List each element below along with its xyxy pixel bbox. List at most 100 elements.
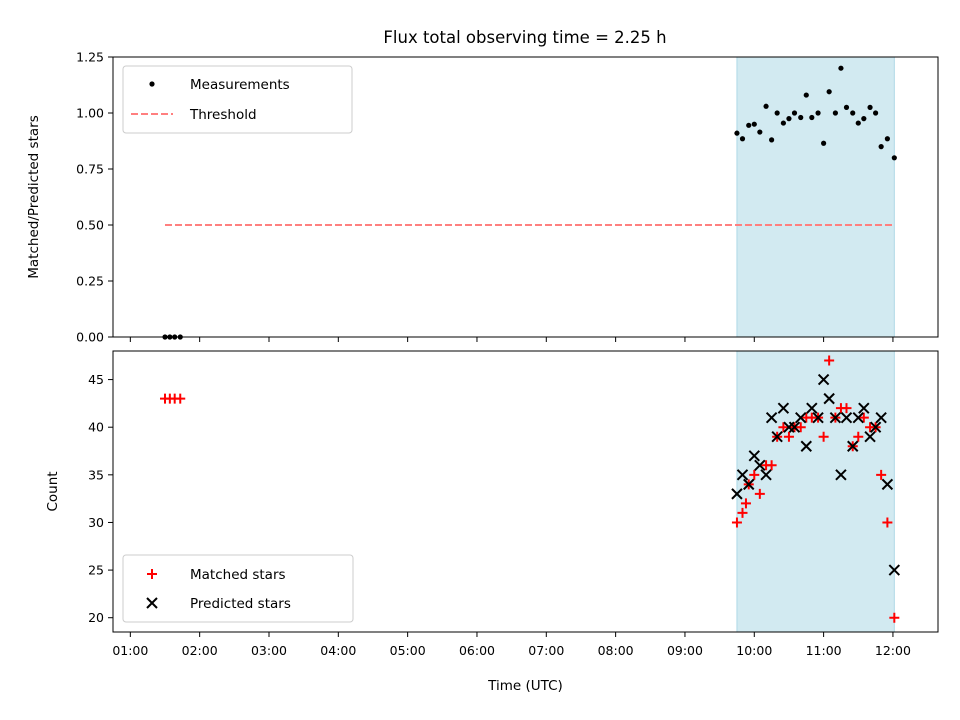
- legend-matched-marker: [147, 569, 157, 579]
- count-panel: 20 25 30 35 40 45 01:00 02:00 03:00 04:00 05:00 06…: [45, 350, 939, 694]
- x-tick-label: 05:00: [390, 643, 426, 658]
- measurement-point: [867, 104, 873, 110]
- y-tick-label: 0.50: [76, 218, 104, 233]
- x-axis-label: Time (UTC): [487, 678, 563, 694]
- predicted-star-point: [881, 478, 894, 491]
- ratio-x-ticks: [129, 337, 894, 342]
- measurement-point: [855, 120, 861, 126]
- y-tick-label: 40: [88, 420, 104, 435]
- measurement-point: [734, 130, 740, 136]
- legend-matched-label: Matched stars: [190, 567, 286, 583]
- measurement-point: [832, 110, 838, 116]
- predicted-star-point: [743, 478, 755, 491]
- measurement-point: [809, 114, 815, 121]
- ratio-y-ticks: 0.00 0.25 0.50 0.75 1.00 1.25: [76, 50, 113, 345]
- measurement-point: [746, 122, 752, 128]
- x-tick-label: 06:00: [459, 643, 495, 658]
- matched-star-point: [737, 507, 748, 518]
- predicted-star-point: [788, 421, 801, 433]
- x-tick-label: 01:00: [112, 643, 148, 658]
- predicted-star-point: [795, 411, 807, 424]
- matched-star-point: [740, 498, 751, 509]
- legend-threshold-label: Threshold: [189, 107, 257, 123]
- matched-star-point: [795, 422, 806, 433]
- x-tick-label: 11:00: [806, 643, 842, 658]
- measurement-point: [786, 116, 792, 122]
- measurement-point: [821, 140, 827, 146]
- measurement-point: [739, 136, 746, 142]
- matched-star-point: [749, 469, 760, 480]
- matched-star-point: [766, 460, 777, 471]
- matched-star-point: [818, 431, 829, 442]
- legend-measurements-label: Measurements: [190, 77, 290, 93]
- predicted-star-point: [817, 373, 830, 386]
- ratio-legend-box: [122, 65, 353, 134]
- predicted-star-point: [823, 392, 835, 405]
- predicted-star-point: [864, 431, 876, 443]
- y-tick-label: 1.25: [76, 50, 104, 65]
- measurement-point: [769, 137, 775, 143]
- count-y-ticks: 20 25 30 35 40 45: [88, 372, 113, 625]
- count-series: [159, 355, 901, 623]
- observing-span: [736, 56, 895, 338]
- measurement-point: [774, 110, 780, 116]
- ratio-y-axis-label: Matched/Predicted stars: [26, 115, 42, 278]
- ratio-panel: 0.00 0.25 0.50 0.75 1.00 1.25 Matched/Predict…: [26, 50, 939, 345]
- x-tick-label: 04:00: [320, 643, 356, 658]
- measurement-point: [763, 103, 769, 109]
- predicted-star-point: [840, 411, 853, 424]
- measurement-point: [843, 104, 850, 110]
- measurement-point: [780, 120, 786, 126]
- measurement-point: [850, 110, 856, 116]
- x-tick-label: 12:00: [875, 643, 911, 658]
- count-y-axis-label: Count: [45, 471, 61, 511]
- observing-span: [736, 350, 895, 633]
- measurement-point: [826, 89, 832, 95]
- measurement-point: [861, 116, 867, 122]
- measurement-point: [791, 110, 798, 116]
- matched-star-point: [783, 431, 794, 442]
- measurement-point: [891, 155, 897, 161]
- chart-title: Flux total observing time = 2.25 h: [383, 28, 666, 47]
- x-tick-label: 08:00: [598, 643, 634, 658]
- measurement-point: [878, 144, 884, 150]
- matched-star-point: [175, 393, 186, 404]
- predicted-star-point: [812, 411, 824, 424]
- predicted-star-point: [888, 564, 901, 576]
- predicted-star-point: [875, 411, 887, 424]
- observing-window-span: [736, 350, 895, 633]
- predicted-star-point: [835, 469, 847, 481]
- predicted-star-point: [800, 440, 812, 452]
- measurement-point: [815, 110, 821, 116]
- predicted-star-point: [748, 450, 760, 462]
- y-tick-label: 25: [88, 563, 104, 578]
- predicted-star-point: [852, 411, 864, 424]
- predicted-star-point: [806, 402, 818, 414]
- predicted-star-point: [754, 459, 766, 472]
- matched-star-point: [889, 612, 900, 623]
- y-tick-label: 0.75: [76, 162, 104, 177]
- predicted-star-point: [736, 469, 749, 481]
- matched-star-point: [754, 488, 765, 499]
- count-legend: Matched stars Predicted stars: [122, 554, 354, 623]
- measurement-point: [873, 110, 879, 116]
- legend-predicted-label: Predicted stars: [190, 596, 291, 612]
- y-tick-label: 30: [88, 515, 104, 530]
- measurement-point: [757, 129, 763, 135]
- predicted-star-point: [765, 411, 778, 424]
- legend-measurements-marker: [149, 81, 155, 87]
- x-tick-label: 10:00: [736, 643, 772, 658]
- matched-star-point: [778, 422, 789, 433]
- y-tick-label: 0.25: [76, 274, 104, 289]
- x-tick-label: 09:00: [667, 643, 703, 658]
- count-x-ticks: 01:00 02:00 03:00 04:00 05:00 06:00 07:00 08:00…: [112, 632, 911, 658]
- count-axes-frame: [112, 350, 939, 633]
- predicted-star-point: [847, 440, 859, 452]
- matched-star-point: [853, 431, 864, 442]
- x-tick-label: 02:00: [182, 643, 218, 658]
- matched-star-point: [858, 412, 869, 423]
- ratio-legend: Measurements Threshold: [122, 65, 353, 134]
- measurement-point: [838, 65, 844, 71]
- x-tick-label: 07:00: [528, 643, 564, 658]
